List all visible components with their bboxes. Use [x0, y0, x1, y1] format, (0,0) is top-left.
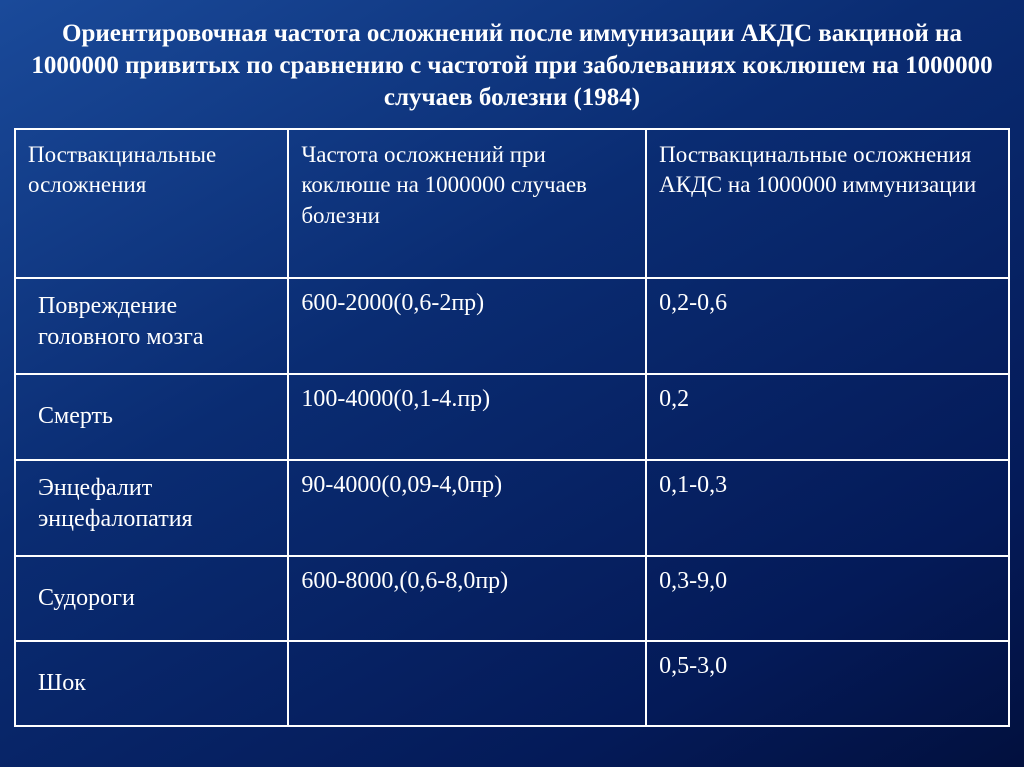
row-disease: 90-4000(0,09-4,0пр): [288, 460, 646, 556]
row-label: Шок: [15, 641, 288, 726]
row-disease: [288, 641, 646, 726]
row-vaccine: 0,5-3,0: [646, 641, 1009, 726]
row-label: Судороги: [15, 556, 288, 641]
row-disease: 600-2000(0,6-2пр): [288, 278, 646, 374]
col-header-disease: Частота осложнений при коклюше на 100000…: [288, 129, 646, 278]
row-vaccine: 0,3-9,0: [646, 556, 1009, 641]
table-row: Судороги 600-8000,(0,6-8,0пр) 0,3-9,0: [15, 556, 1009, 641]
row-label: Энцефалит энцефалопатия: [15, 460, 288, 556]
col-header-complication: Поствакцинальные осложнения: [15, 129, 288, 278]
row-disease: 600-8000,(0,6-8,0пр): [288, 556, 646, 641]
row-vaccine: 0,2-0,6: [646, 278, 1009, 374]
table-header-row: Поствакцинальные осложнения Частота осло…: [15, 129, 1009, 278]
table-row: Повреждение головного мозга 600-2000(0,6…: [15, 278, 1009, 374]
row-vaccine: 0,2: [646, 374, 1009, 459]
table-row: Шок 0,5-3,0: [15, 641, 1009, 726]
row-disease: 100-4000(0,1-4.пр): [288, 374, 646, 459]
slide-title: Ориентировочная частота осложнений после…: [14, 18, 1010, 114]
row-label: Смерть: [15, 374, 288, 459]
table-row: Энцефалит энцефалопатия 90-4000(0,09-4,0…: [15, 460, 1009, 556]
col-header-vaccine: Поствакцинальные осложнения АКДС на 1000…: [646, 129, 1009, 278]
complications-table: Поствакцинальные осложнения Частота осло…: [14, 128, 1010, 727]
row-label: Повреждение головного мозга: [15, 278, 288, 374]
table-row: Смерть 100-4000(0,1-4.пр) 0,2: [15, 374, 1009, 459]
row-vaccine: 0,1-0,3: [646, 460, 1009, 556]
